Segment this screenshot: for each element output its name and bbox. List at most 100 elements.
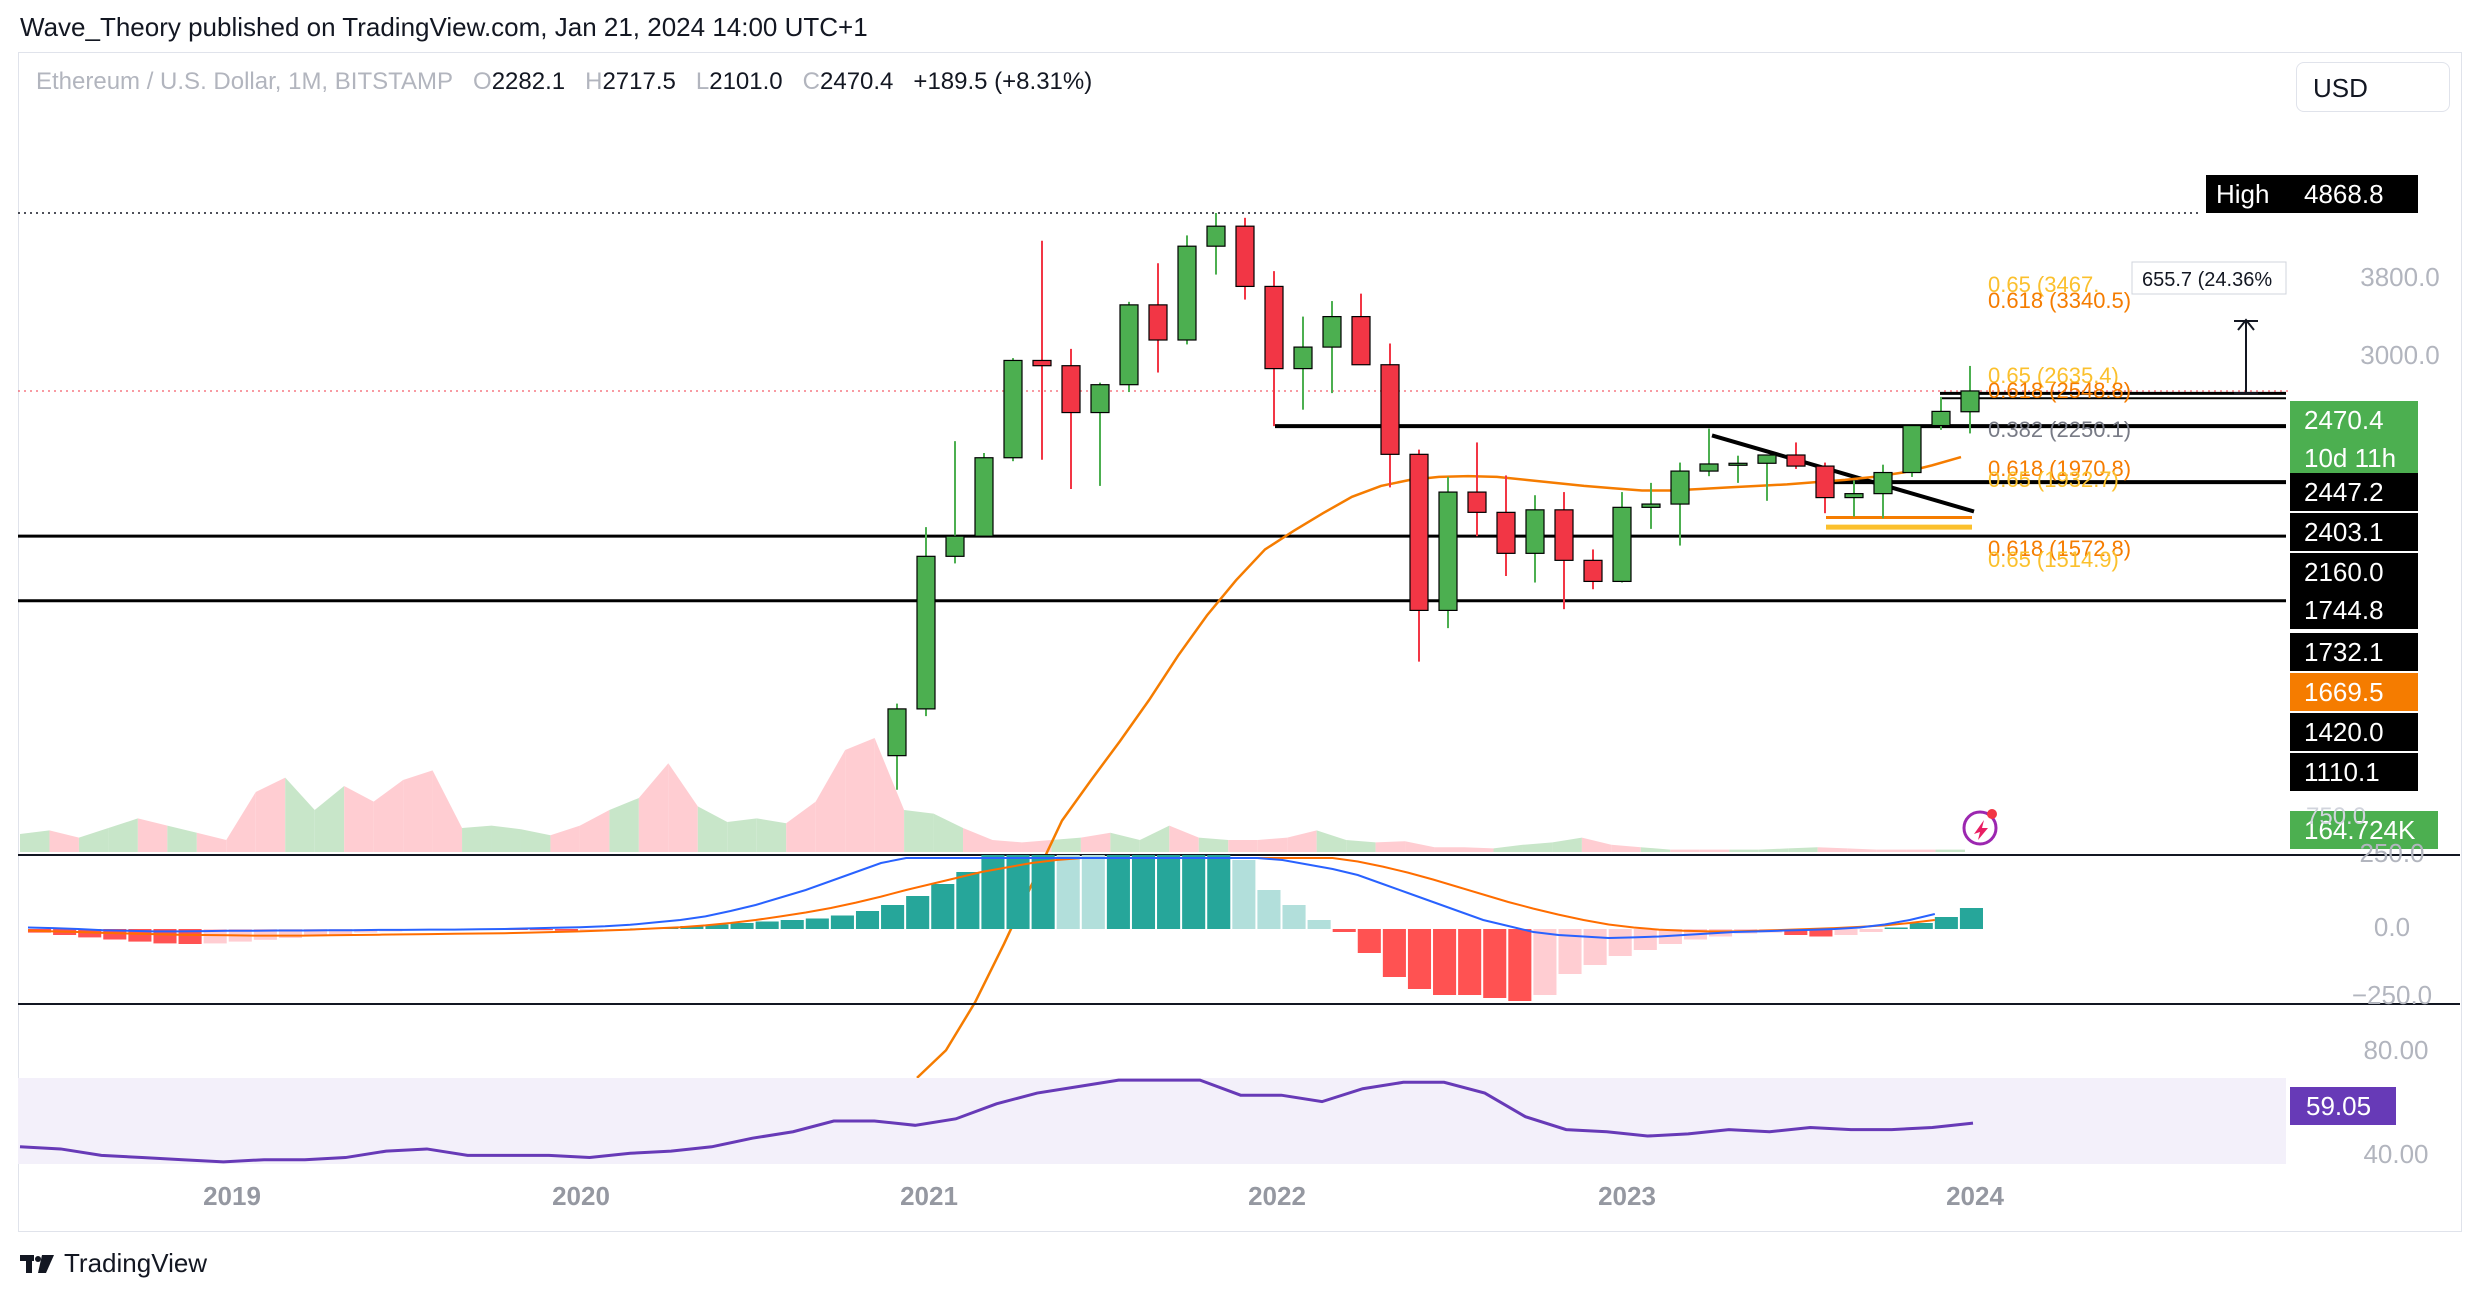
candle[interactable] xyxy=(1322,301,1342,394)
candle[interactable] xyxy=(1641,482,1661,529)
candle[interactable] xyxy=(1786,442,1806,469)
candle[interactable] xyxy=(1467,442,1487,537)
candle[interactable] xyxy=(1003,358,1023,462)
candle-body xyxy=(1496,511,1516,554)
price-tag xyxy=(2290,553,2418,591)
time-tick: 2024 xyxy=(1946,1181,2004,1211)
volume-area-segment xyxy=(697,806,728,852)
macd-bar xyxy=(730,923,754,929)
candle[interactable] xyxy=(1032,240,1052,460)
volume-area-segment xyxy=(491,825,521,852)
volume-area-segment xyxy=(1788,847,1818,852)
volume-area-segment xyxy=(167,825,197,852)
macd-signal-line xyxy=(27,857,1935,937)
fib-label: 0.65 (1514.9) xyxy=(1988,547,2119,572)
candle[interactable] xyxy=(1061,348,1081,489)
macd-bar xyxy=(1056,855,1080,929)
candle[interactable] xyxy=(1844,480,1864,517)
candle[interactable] xyxy=(1960,365,1980,434)
candle-body xyxy=(1525,509,1545,554)
candle[interactable] xyxy=(1293,316,1313,410)
measure-label: 655.7 (24.36% xyxy=(2142,269,2272,291)
candle[interactable] xyxy=(945,441,965,564)
candle[interactable] xyxy=(916,527,936,717)
candle[interactable] xyxy=(1090,382,1110,486)
candle[interactable] xyxy=(1438,476,1458,629)
candle[interactable] xyxy=(1235,217,1255,300)
candle[interactable] xyxy=(974,452,994,537)
measure-box xyxy=(2131,261,2287,295)
macd-bar xyxy=(153,929,177,944)
fib-label: 0.65 (1932.7) xyxy=(1988,467,2119,492)
macd-bar xyxy=(554,929,578,931)
candle-body xyxy=(1728,462,1748,466)
candle[interactable] xyxy=(1554,492,1574,610)
currency-button[interactable]: USD xyxy=(2296,62,2450,112)
candle[interactable] xyxy=(887,703,907,790)
rsi-line xyxy=(19,1078,1974,1164)
fib-label: 0.618 (2548.8) xyxy=(1988,378,2131,403)
macd-tick: 250.0 xyxy=(2359,838,2424,868)
time-tick: 2019 xyxy=(203,1181,261,1211)
candle-body xyxy=(1380,364,1400,455)
candle[interactable] xyxy=(1148,263,1168,373)
candle[interactable] xyxy=(1670,462,1690,546)
fib-label: 0.65 (2635.4) xyxy=(1988,363,2119,388)
candle[interactable] xyxy=(1902,424,1922,477)
candle-body xyxy=(1351,315,1371,366)
measure-tool[interactable] xyxy=(2234,318,2258,394)
price-tag xyxy=(2290,753,2418,791)
volume-area-segment xyxy=(1758,848,1789,852)
candle[interactable] xyxy=(1351,293,1371,366)
candle[interactable] xyxy=(1525,495,1545,583)
candle[interactable] xyxy=(1380,343,1400,488)
macd-bar xyxy=(579,929,604,931)
candle[interactable] xyxy=(1699,428,1719,477)
volume-area-segment xyxy=(137,818,168,852)
candle[interactable] xyxy=(1177,235,1197,345)
macd-bar xyxy=(805,918,829,929)
candle[interactable] xyxy=(1264,271,1284,427)
candle[interactable] xyxy=(1206,212,1226,275)
candle-body xyxy=(1177,245,1197,341)
volume-area-segment xyxy=(1581,837,1612,852)
fib-label: 0.618 (3340.5) xyxy=(1988,288,2131,313)
volume-area-segment xyxy=(462,825,492,852)
macd-bar xyxy=(1934,917,1958,929)
volume-area-segment xyxy=(933,813,964,852)
candle[interactable] xyxy=(1119,301,1139,393)
candle[interactable] xyxy=(1612,492,1632,583)
candle[interactable] xyxy=(1931,396,1951,430)
candle[interactable] xyxy=(1496,475,1516,576)
candle-body xyxy=(1090,384,1110,414)
volume-area-segment xyxy=(727,818,757,852)
candle[interactable] xyxy=(1757,454,1777,501)
volume-area-segment xyxy=(1611,844,1641,852)
volume-area-segment xyxy=(344,786,374,852)
candle[interactable] xyxy=(1728,455,1748,483)
volume-area-segment xyxy=(1375,841,1406,852)
candle[interactable] xyxy=(1873,464,1893,519)
macd-bar xyxy=(1106,855,1130,929)
macd-bar xyxy=(103,929,127,940)
candle[interactable] xyxy=(1583,549,1603,590)
candle[interactable] xyxy=(1815,462,1835,514)
macd-bar xyxy=(1508,929,1532,1001)
price-tag xyxy=(2290,473,2418,511)
macd-bar xyxy=(906,896,930,929)
volume-hidden-tick: 750.0 xyxy=(2306,803,2366,830)
volume-area-segment xyxy=(78,828,109,852)
macd-bar xyxy=(1433,929,1457,995)
candle-body xyxy=(1873,471,1893,495)
footer-logo[interactable]: TradingView xyxy=(20,1248,207,1279)
macd-bar xyxy=(705,924,729,929)
tradingview-logo-icon xyxy=(20,1254,54,1273)
candle-body xyxy=(945,535,965,557)
alert-icon[interactable] xyxy=(1962,809,1998,846)
macd-bar xyxy=(1307,920,1331,929)
symbol-legend[interactable]: Ethereum / U.S. Dollar, 1M, BITSTAMP O22… xyxy=(36,68,1092,96)
macd-line xyxy=(27,857,1936,940)
candle-body xyxy=(1902,424,1922,474)
candle[interactable] xyxy=(1409,449,1429,662)
